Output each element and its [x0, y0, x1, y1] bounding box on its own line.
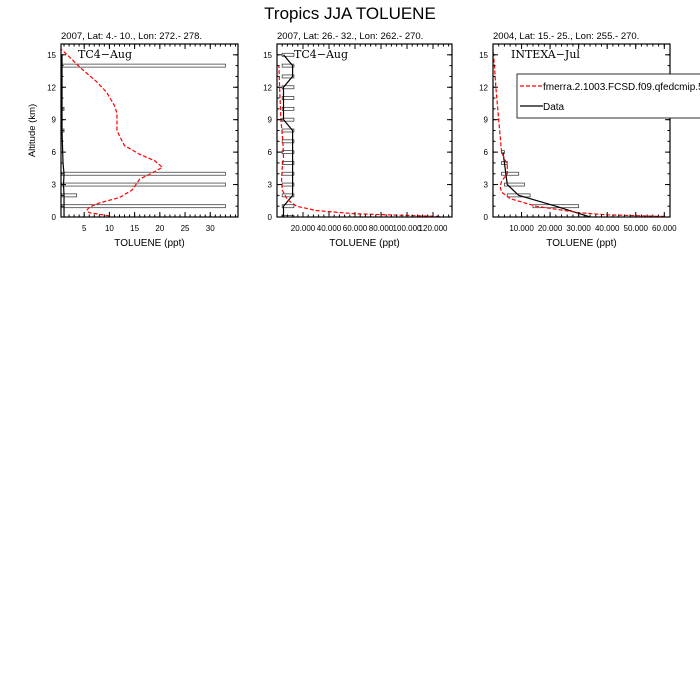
x-tick-label: 15	[130, 224, 139, 233]
x-tick-label: 40.000	[595, 224, 620, 233]
panel-annotation: TC4−Aug	[78, 48, 132, 61]
y-tick-label: 6	[268, 148, 273, 157]
x-tick-label: 20.000	[538, 224, 563, 233]
data-line	[502, 152, 591, 217]
plot-frame	[276, 43, 453, 218]
legend-data-label: Data	[543, 102, 565, 113]
y-tick-label: 15	[47, 51, 56, 60]
error-bar-5	[281, 161, 295, 165]
legend-model-label: fmerra.2.1003.FCSD.f09.qfedcmip.5	[543, 82, 700, 93]
y-tick-label: 6	[484, 148, 489, 157]
y-tick-label: 9	[52, 116, 57, 125]
x-tick-label: 50.000	[624, 224, 649, 233]
x-axis-label: TOLUENE (ppt)	[546, 238, 616, 249]
x-tick-label: 20	[155, 224, 164, 233]
error-bar-0	[281, 215, 295, 217]
y-tick-label: 0	[52, 213, 57, 222]
panel-annotation: INTEXA−Jul	[511, 48, 580, 61]
model-line	[61, 48, 164, 217]
plot-frame	[60, 43, 239, 218]
y-tick-label: 0	[484, 213, 489, 222]
panel-title: 2004, Lat: 15.- 25., Lon: 255.- 270.	[493, 31, 639, 42]
plot-area	[278, 52, 440, 217]
error-bar-1	[506, 193, 531, 198]
panel-2: 0 3 6 9 12 15 20.000 40.000 60.000 80.000 100.0001…	[263, 31, 453, 249]
x-tick-label: 60.000	[652, 224, 677, 233]
x-tick-label: 5	[82, 224, 87, 233]
x-tick-label: 120.000	[419, 224, 448, 233]
error-bar-6	[61, 63, 226, 68]
x-tick-label: 20.000	[291, 224, 316, 233]
x-tick-label: 10.000	[509, 224, 534, 233]
x-tick-label: 25	[181, 224, 190, 233]
y-tick-label: 6	[52, 148, 57, 157]
error-bar-0	[61, 204, 226, 209]
x-tick-label: 60.000	[343, 224, 368, 233]
panel-annotation: TC4−Aug	[294, 48, 348, 61]
y-axis-label: Altitude (km)	[27, 104, 38, 157]
panel-title: 2007, Lat: 26.- 32., Lon: 262.- 270.	[277, 31, 423, 42]
error-bar-2	[504, 182, 525, 187]
x-axis-label: TOLUENE (ppt)	[114, 238, 184, 249]
model-line	[493, 49, 665, 217]
panel-title: 2007, Lat: 4.- 10., Lon: 272.- 278.	[61, 31, 202, 42]
error-bar-1	[281, 204, 295, 209]
y-tick-label: 12	[263, 83, 272, 92]
error-bar-11	[281, 96, 295, 100]
y-tick-label: 9	[268, 116, 273, 125]
error-bar-15	[281, 52, 295, 57]
x-tick-label: 40.000	[317, 224, 342, 233]
error-bar-0	[532, 204, 580, 209]
error-bar-3	[501, 171, 520, 176]
x-tick-label: 30	[206, 224, 215, 233]
panel-3: 0 3 6 9 12 15 10.000 20.000 30.000 40.000 50.000 60…	[479, 31, 677, 249]
legend: fmerra.2.1003.FCSD.f09.qfedcmip.5 Data	[516, 73, 700, 119]
y-tick-label: 15	[263, 51, 272, 60]
y-tick-label: 3	[484, 181, 489, 190]
x-tick-label: 100.000	[393, 224, 422, 233]
error-bar-6	[281, 150, 295, 155]
model-line	[278, 65, 440, 217]
error-bar-2	[281, 193, 295, 198]
y-tick-label: 0	[268, 213, 273, 222]
error-bar-14	[281, 63, 295, 68]
error-bar-9	[281, 117, 295, 122]
error-bar-7	[281, 139, 295, 144]
data-line	[61, 54, 65, 217]
x-tick-label: 80.000	[369, 224, 394, 233]
panel-1: 0 3 6 9 12 15 5 10 15 20 25 30 2007, Lat: 4.- 10., L…	[27, 31, 239, 249]
legend-box	[516, 73, 700, 119]
y-tick-label: 12	[47, 83, 56, 92]
y-tick-label: 12	[479, 83, 488, 92]
error-bar-12	[281, 85, 295, 90]
error-bar-2	[61, 182, 226, 187]
plot-area	[61, 48, 226, 217]
x-tick-label: 10	[105, 224, 114, 233]
y-tick-label: 9	[484, 116, 489, 125]
figure-title: Tropics JJA TOLUENE	[264, 4, 436, 23]
y-tick-label: 3	[52, 181, 57, 190]
plot-frame	[492, 43, 671, 218]
x-axis-label: TOLUENE (ppt)	[329, 238, 399, 249]
plot-area	[493, 49, 665, 217]
y-tick-label: 15	[479, 51, 488, 60]
x-tick-label: 30.000	[566, 224, 591, 233]
y-tick-label: 3	[268, 181, 273, 190]
error-bar-3	[61, 171, 226, 176]
error-bar-13	[281, 74, 295, 79]
data-line	[282, 54, 294, 217]
error-bar-10	[281, 106, 295, 111]
